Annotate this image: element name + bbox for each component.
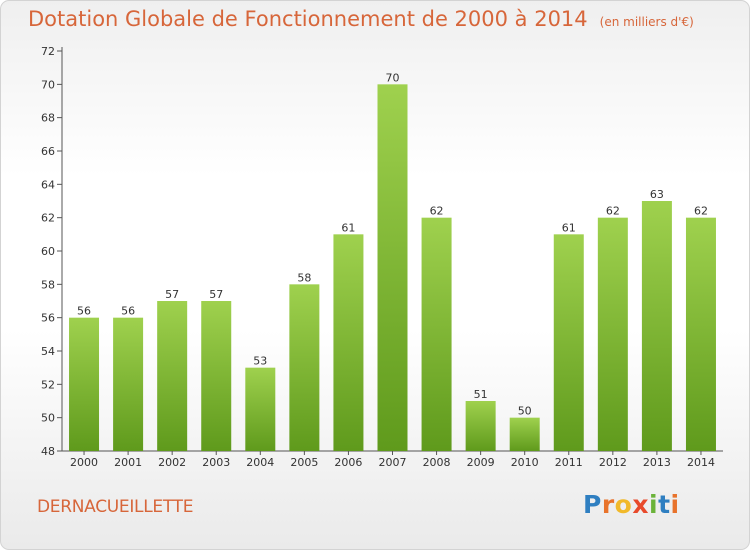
data-label: 62: [606, 205, 620, 218]
commune-name: DERNACUEILLETTE: [37, 497, 194, 517]
data-label: 58: [297, 271, 311, 284]
bar: [597, 217, 628, 451]
bar: [157, 301, 188, 451]
y-tick-label: 70: [41, 78, 55, 91]
bar: [113, 317, 144, 451]
x-tick-label: 2014: [687, 456, 715, 469]
bar: [685, 217, 716, 451]
y-tick-label: 62: [41, 212, 55, 225]
y-tick-label: 68: [41, 112, 55, 125]
logo-letter: x: [632, 490, 649, 519]
logo-letter: t: [658, 490, 671, 519]
data-label: 51: [474, 388, 488, 401]
logo-letter: P: [583, 490, 602, 519]
data-label: 62: [694, 205, 708, 218]
data-label: 56: [77, 305, 91, 318]
data-label: 53: [253, 355, 267, 368]
data-label: 57: [209, 288, 223, 301]
bar: [553, 234, 584, 451]
data-label: 50: [518, 405, 532, 418]
bar: [421, 217, 452, 451]
y-tick-label: 52: [41, 378, 55, 391]
y-tick-label: 60: [41, 245, 55, 258]
bar: [465, 401, 496, 451]
x-tick-label: 2001: [114, 456, 142, 469]
data-label: 63: [650, 188, 664, 201]
chart-title-text: Dotation Globale de Fonctionnement de 20…: [28, 7, 588, 31]
data-label: 61: [341, 221, 355, 234]
x-tick-label: 2013: [643, 456, 671, 469]
x-tick-label: 2003: [202, 456, 230, 469]
y-tick-label: 54: [41, 345, 55, 358]
data-label: 57: [165, 288, 179, 301]
unit-label: (en milliers d'€): [599, 15, 694, 29]
y-tick-label: 66: [41, 145, 55, 158]
y-tick-label: 50: [41, 412, 55, 425]
x-tick-label: 2007: [379, 456, 407, 469]
logo-letter: r: [601, 490, 615, 519]
x-tick-label: 2010: [511, 456, 539, 469]
logo-letter: i: [649, 490, 659, 519]
y-tick-label: 48: [41, 445, 55, 458]
logo-letter: o: [614, 490, 633, 519]
bar: [377, 84, 408, 451]
y-tick-label: 56: [41, 312, 55, 325]
y-tick-label: 64: [41, 178, 55, 191]
proxiti-logo: Proxiti: [583, 490, 680, 519]
data-label: 56: [121, 305, 135, 318]
x-tick-label: 2011: [555, 456, 583, 469]
chart-title: Dotation Globale de Fonctionnement de 20…: [28, 7, 694, 31]
y-tick-label: 58: [41, 278, 55, 291]
x-tick-label: 2008: [423, 456, 451, 469]
x-tick-label: 2004: [246, 456, 274, 469]
bar: [509, 417, 540, 451]
bar: [289, 284, 320, 451]
x-tick-label: 2002: [158, 456, 186, 469]
x-tick-label: 2000: [70, 456, 98, 469]
bar: [69, 317, 100, 451]
data-label: 61: [562, 221, 576, 234]
data-label: 62: [430, 205, 444, 218]
y-tick-label: 72: [41, 45, 55, 58]
logo-letter: i: [670, 490, 680, 519]
data-label: 70: [386, 71, 400, 84]
x-tick-label: 2012: [599, 456, 627, 469]
bar: [245, 367, 276, 451]
bar: [201, 301, 232, 451]
bar: [333, 234, 364, 451]
x-tick-label: 2005: [290, 456, 318, 469]
x-tick-label: 2006: [334, 456, 362, 469]
bar: [641, 201, 672, 451]
x-tick-label: 2009: [467, 456, 495, 469]
